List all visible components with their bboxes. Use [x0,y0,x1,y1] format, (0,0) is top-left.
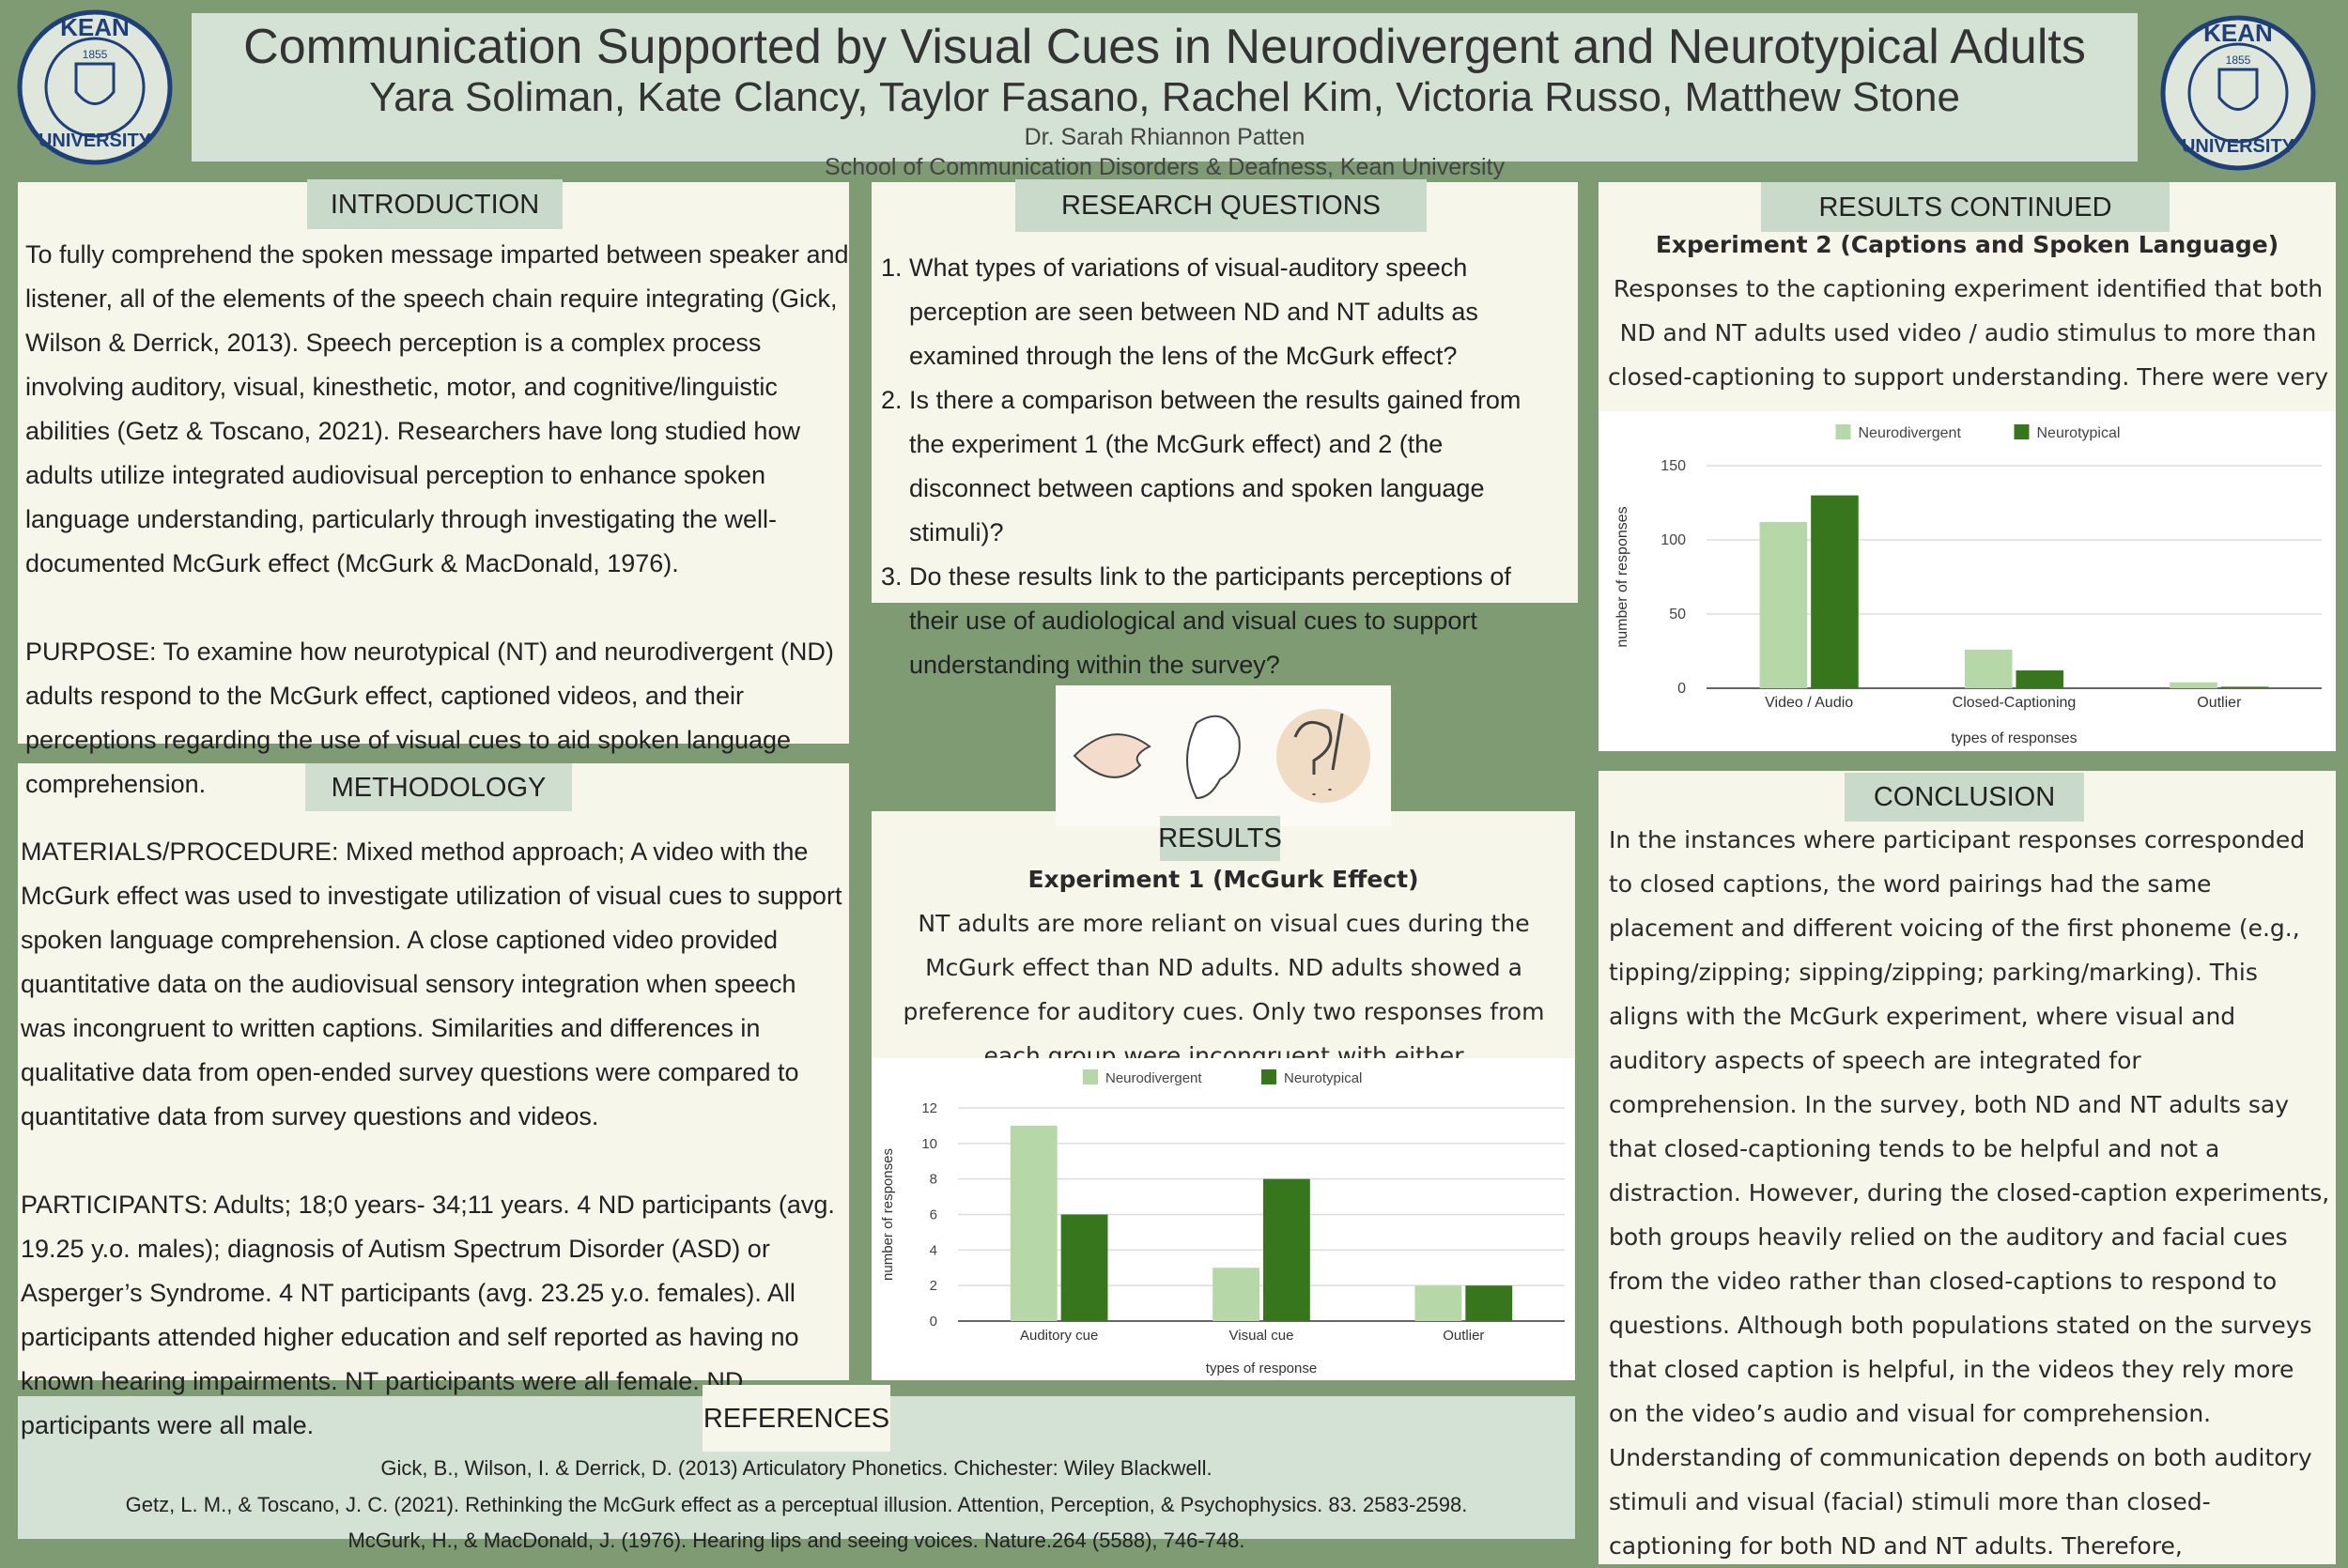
x-tick-label: Outlier [1443,1328,1484,1344]
logo-bottom: UNIVERSITY [2182,136,2295,157]
questions-text: What types of variations of visual-audit… [864,246,1559,687]
results-continued-subheading: Experiment 2 (Captions and Spoken Langua… [1655,231,2279,258]
illustration [1056,685,1391,826]
logo-year: 1855 [83,48,108,61]
logo-shield [2217,68,2259,111]
question: Is there a comparison between the result… [909,378,1559,555]
logo-ring [44,37,146,138]
x-tick-label: Video / Audio [1765,695,1853,711]
x-tick-label: Auditory cue [1020,1328,1098,1344]
legend-swatch [1261,1069,1276,1084]
paragraph: MATERIALS/PROCEDURE: Mixed method approa… [21,838,842,1130]
section-heading: RESEARCH QUESTIONS [1015,179,1427,232]
school: School of Communication Disorders & Deaf… [825,154,1505,180]
bar [1465,1285,1513,1321]
intro-text: To fully comprehend the spoken message i… [25,233,849,807]
y-tick-label: 150 [1661,458,1686,474]
reference: Getz, L. M., & Toscano, J. C. (2021). Re… [125,1493,1468,1516]
legend-swatch [1835,424,1851,439]
ear [1186,715,1241,800]
question-mark [1293,713,1344,795]
legend-swatch [2014,424,2030,439]
paragraph: To fully comprehend the spoken message i… [25,240,849,577]
chart: 0 2 4 6 8 10 12 Auditory cue Visual cue Outlier Ne… [872,1058,1575,1380]
chart: 0 50 100 150 Video / Audio Closed-Captioning O… [1599,411,2336,751]
methodology-panel [18,763,849,1380]
question-list: What types of variations of visual-audit… [864,246,1559,687]
y-tick-label: 2 [930,1278,937,1294]
legend-label: Neurotypical [2037,425,2121,441]
advisor: Dr. Sarah Rhiannon Patten [1024,124,1305,150]
title-box [192,13,2138,161]
y-axis-label: number of responses [1614,506,1630,647]
y-tick-label: 6 [930,1207,937,1223]
bar [2016,670,2064,688]
x-tick-label: Outlier [2197,695,2242,711]
bar [1811,495,1859,688]
title: Communication Supported by Visual Cues i… [243,20,2086,74]
y-tick-label: 10 [921,1136,937,1152]
logo-bottom: UNIVERSITY [39,131,152,151]
results-subheading: Experiment 1 (McGurk Effect) [1027,866,1419,893]
legend-label: Neurodivergent [1105,1070,1202,1086]
y-tick-label: 4 [930,1242,937,1258]
x-tick-label: Visual cue [1229,1328,1294,1344]
section-heading: RESULTS CONTINUED [1761,182,2170,232]
logo-shield [74,62,116,105]
logo-ring [17,9,173,165]
legend-label: Neurotypical [1284,1070,1362,1086]
bar [1060,1214,1108,1321]
question: Do these results link to the participant… [909,555,1559,687]
lips [1073,733,1151,778]
section-heading: METHODOLOGY [305,763,572,811]
section-heading: RESULTS [1158,816,1282,861]
reference: McGurk, H., & MacDonald, J. (1976). Hear… [348,1529,1245,1552]
bar [2220,686,2269,688]
x-axis-label: types of responses [1951,730,2077,746]
methodology-text: MATERIALS/PROCEDURE: Mixed method approa… [21,830,844,1448]
y-tick-label: 0 [930,1314,937,1330]
logo-top: KEAN [60,13,130,41]
conclusion-panel [1599,771,2336,1564]
paragraph: PARTICIPANTS: Adults; 18;0 years- 34;11 … [21,1191,835,1439]
bar [1213,1268,1259,1321]
y-tick-label: 12 [921,1100,937,1116]
section-heading: REFERENCES [703,1385,890,1452]
authors: Yara Soliman, Kate Clancy, Taylor Fasano… [369,74,1960,120]
logo-left: KEAN UNIVERSITY 1855 [17,9,173,165]
intro-panel [18,182,849,744]
reference: Gick, B., Wilson, I. & Derrick, D. (2013… [380,1456,1213,1480]
bar [1759,522,1808,688]
bar [1414,1285,1462,1321]
y-tick-label: 100 [1661,532,1686,548]
results-continued-text: Responses to the captioning experiment i… [1607,275,2328,391]
x-tick-label: Closed-Captioning [1953,695,2077,711]
logo-year: 1855 [2226,54,2251,67]
question: What types of variations of visual-audit… [909,246,1559,378]
results-text: NT adults are more reliant on visual cue… [903,910,1545,1069]
blob [1276,709,1370,803]
section-heading: INTRODUCTION [307,179,563,229]
legend-label: Neurodivergent [1859,425,1962,441]
logo-ring [2187,42,2289,144]
conclusion-text: In the instances where participant respo… [1609,826,2330,1560]
y-axis-label: number of responses [880,1148,896,1281]
questions-panel [872,182,1578,603]
bar [1263,1178,1310,1321]
y-tick-label: 50 [1669,607,1686,623]
logo-top: KEAN [2203,19,2273,47]
y-tick-label: 0 [1677,681,1686,697]
y-tick-label: 8 [930,1172,937,1188]
bar [1964,649,2013,688]
logo-ring [2160,15,2316,171]
logo-right: KEAN UNIVERSITY 1855 [2160,15,2316,171]
x-axis-label: types of response [1206,1360,1317,1376]
paragraph: PURPOSE: To examine how neurotypical (NT… [25,638,834,798]
section-heading: CONCLUSION [1845,773,2084,822]
legend-swatch [1083,1069,1098,1084]
bar [1010,1125,1058,1321]
bar [2170,682,2217,688]
